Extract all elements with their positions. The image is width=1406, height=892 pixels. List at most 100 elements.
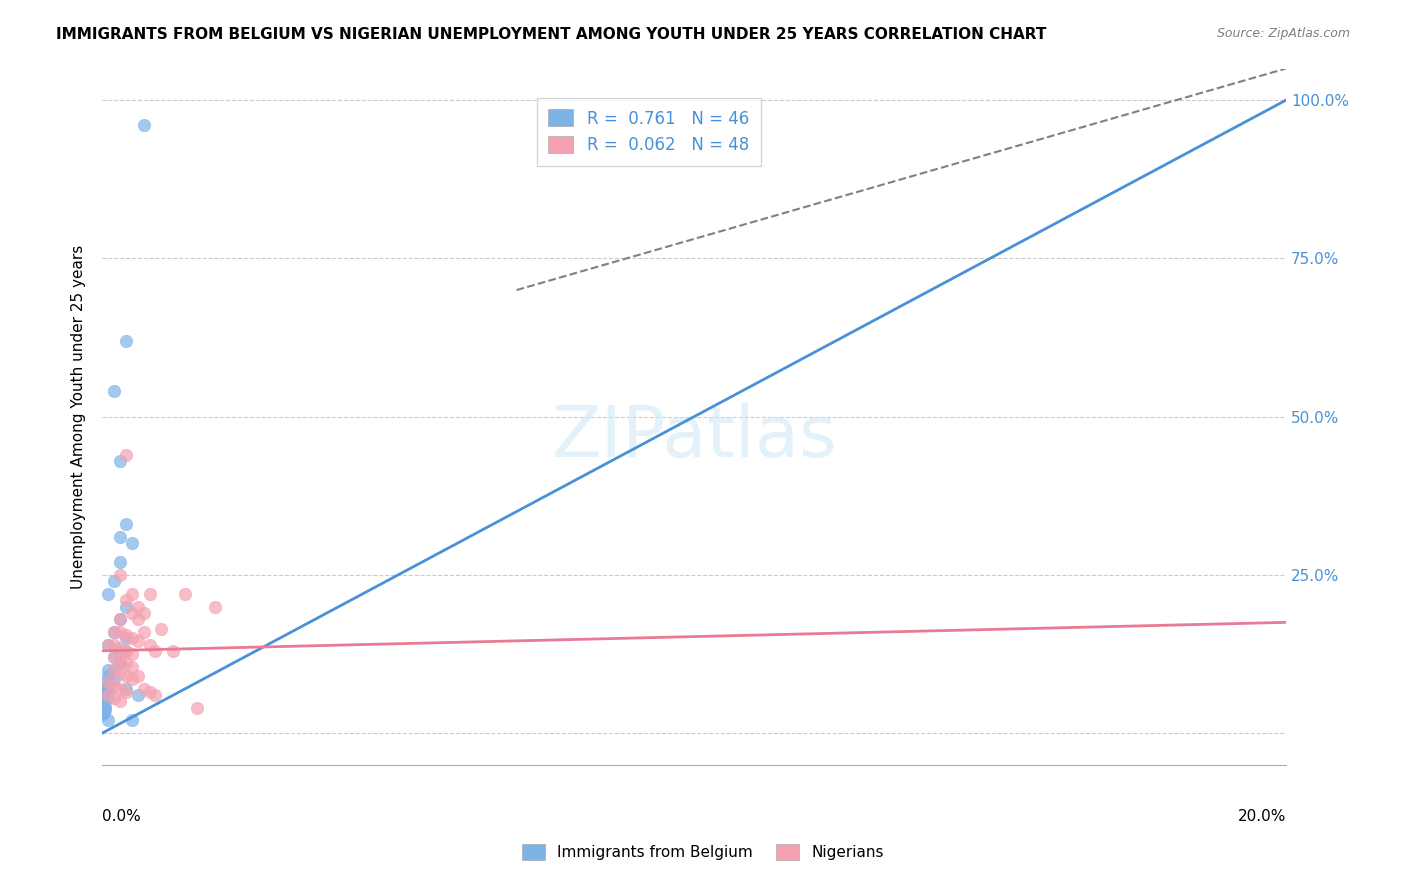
Point bbox=[103, 691, 125, 706]
Point bbox=[145, 644, 167, 658]
Point bbox=[115, 517, 138, 532]
Point bbox=[132, 624, 155, 639]
Point bbox=[93, 698, 115, 712]
Point bbox=[93, 701, 115, 715]
Point bbox=[115, 669, 138, 683]
Point bbox=[97, 679, 120, 693]
Point bbox=[94, 688, 117, 702]
Point bbox=[108, 665, 131, 680]
Point bbox=[93, 702, 115, 716]
Point bbox=[108, 612, 131, 626]
Point bbox=[138, 587, 160, 601]
Point bbox=[97, 638, 120, 652]
Point bbox=[103, 650, 125, 665]
Point bbox=[93, 691, 115, 706]
Point bbox=[94, 681, 117, 696]
Point bbox=[97, 663, 120, 677]
Point bbox=[115, 657, 138, 671]
Point bbox=[127, 669, 149, 683]
Point bbox=[121, 587, 143, 601]
Point bbox=[115, 681, 138, 696]
Point bbox=[108, 681, 131, 696]
Text: IMMIGRANTS FROM BELGIUM VS NIGERIAN UNEMPLOYMENT AMONG YOUTH UNDER 25 YEARS CORR: IMMIGRANTS FROM BELGIUM VS NIGERIAN UNEM… bbox=[56, 27, 1046, 42]
Point bbox=[97, 638, 120, 652]
Point bbox=[138, 685, 160, 699]
Point bbox=[121, 631, 143, 645]
Point bbox=[97, 587, 120, 601]
Point bbox=[91, 707, 114, 722]
Point bbox=[145, 688, 167, 702]
Point bbox=[132, 681, 155, 696]
Point bbox=[115, 599, 138, 614]
Point bbox=[103, 679, 125, 693]
Point bbox=[94, 703, 117, 717]
Point bbox=[91, 704, 114, 718]
Point bbox=[93, 688, 115, 702]
Point bbox=[115, 644, 138, 658]
Point bbox=[138, 638, 160, 652]
Point bbox=[150, 622, 173, 636]
Point bbox=[103, 384, 125, 399]
Point bbox=[93, 705, 115, 719]
Point bbox=[97, 688, 120, 702]
Point bbox=[127, 599, 149, 614]
Point bbox=[103, 638, 125, 652]
Point bbox=[121, 714, 143, 728]
Point bbox=[108, 640, 131, 655]
Point bbox=[108, 530, 131, 544]
Point bbox=[103, 673, 125, 687]
Point bbox=[108, 612, 131, 626]
Point bbox=[108, 644, 131, 658]
Point bbox=[94, 675, 117, 690]
Point bbox=[103, 650, 125, 665]
Point bbox=[204, 599, 226, 614]
Point bbox=[97, 669, 120, 683]
Point bbox=[103, 624, 125, 639]
Point bbox=[115, 448, 138, 462]
Point bbox=[108, 567, 131, 582]
Point bbox=[103, 574, 125, 589]
Point bbox=[93, 694, 115, 708]
Point bbox=[97, 691, 120, 706]
Point bbox=[93, 694, 115, 708]
Point bbox=[108, 555, 131, 569]
Text: 0.0%: 0.0% bbox=[103, 809, 141, 824]
Point bbox=[108, 694, 131, 708]
Point bbox=[121, 659, 143, 673]
Point bbox=[132, 606, 155, 620]
Point bbox=[94, 699, 117, 714]
Point bbox=[108, 657, 131, 671]
Point bbox=[91, 701, 114, 715]
Point bbox=[97, 675, 120, 690]
Point bbox=[127, 688, 149, 702]
Text: Source: ZipAtlas.com: Source: ZipAtlas.com bbox=[1216, 27, 1350, 40]
Point bbox=[115, 334, 138, 348]
Point bbox=[121, 606, 143, 620]
Text: ZIPatlas: ZIPatlas bbox=[551, 403, 837, 472]
Point bbox=[108, 624, 131, 639]
Point bbox=[115, 631, 138, 645]
Point bbox=[115, 628, 138, 642]
Legend: Immigrants from Belgium, Nigerians: Immigrants from Belgium, Nigerians bbox=[516, 838, 890, 866]
Point bbox=[174, 587, 197, 601]
Point bbox=[97, 714, 120, 728]
Point bbox=[162, 644, 184, 658]
Point bbox=[132, 119, 155, 133]
Point bbox=[115, 644, 138, 658]
Point bbox=[115, 685, 138, 699]
Point bbox=[121, 536, 143, 550]
Point bbox=[121, 647, 143, 661]
Point bbox=[115, 593, 138, 607]
Point bbox=[108, 454, 131, 468]
Point bbox=[97, 685, 120, 699]
Y-axis label: Unemployment Among Youth under 25 years: Unemployment Among Youth under 25 years bbox=[72, 244, 86, 589]
Point bbox=[127, 634, 149, 648]
Point bbox=[103, 663, 125, 677]
Point bbox=[103, 663, 125, 677]
Point bbox=[103, 624, 125, 639]
Point bbox=[108, 653, 131, 667]
Point bbox=[127, 612, 149, 626]
Point bbox=[121, 673, 143, 687]
Point bbox=[186, 701, 208, 715]
Legend: R =  0.761   N = 46, R =  0.062   N = 48: R = 0.761 N = 46, R = 0.062 N = 48 bbox=[537, 98, 761, 166]
